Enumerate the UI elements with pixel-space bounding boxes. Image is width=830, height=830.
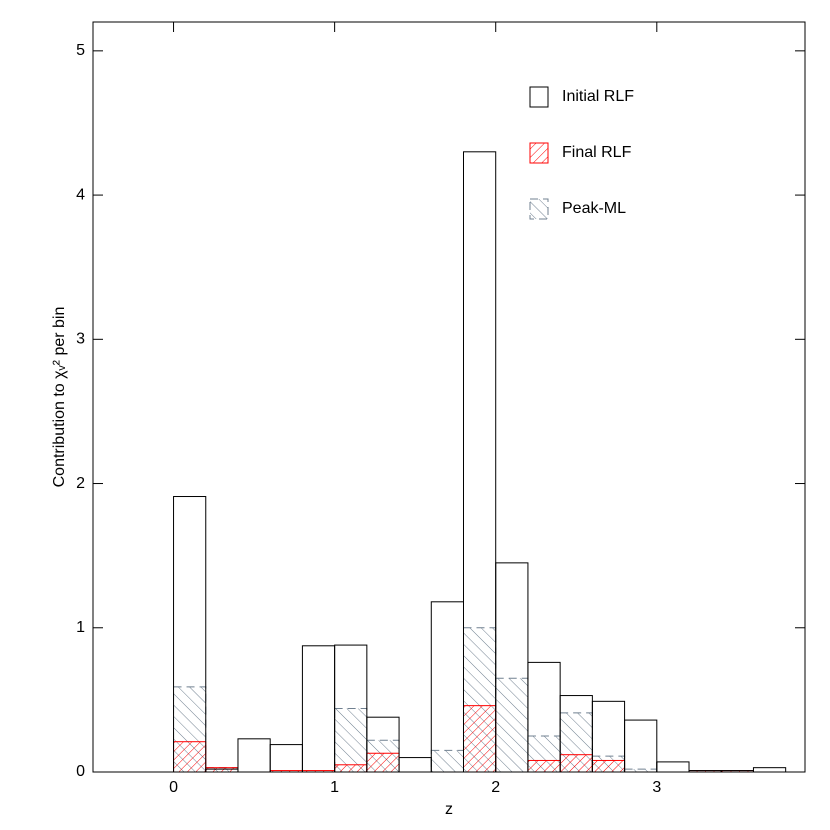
histogram-bar bbox=[334, 708, 368, 773]
legend-swatch bbox=[529, 198, 549, 220]
y-tick-label: 2 bbox=[76, 475, 85, 492]
x-axis-label: z bbox=[445, 801, 453, 818]
plot-frame bbox=[92, 21, 806, 773]
histogram-bar bbox=[205, 767, 239, 773]
legend-swatch bbox=[529, 86, 549, 108]
y-tick-label: 5 bbox=[76, 42, 85, 59]
histogram-bar bbox=[462, 705, 497, 773]
histogram-bar bbox=[366, 752, 400, 773]
histogram-bar bbox=[173, 496, 207, 773]
histogram-bar bbox=[398, 757, 432, 773]
histogram-bar bbox=[462, 151, 497, 773]
histogram-bar bbox=[591, 759, 626, 773]
y-tick-label: 1 bbox=[76, 619, 85, 636]
y-tick-label: 0 bbox=[76, 763, 85, 780]
histogram-bar bbox=[430, 601, 464, 773]
x-tick-label: 3 bbox=[652, 779, 661, 796]
legend-label: Final RLF bbox=[562, 144, 632, 161]
histogram-bar bbox=[527, 759, 561, 773]
histogram-bar bbox=[559, 754, 593, 773]
histogram-bar bbox=[334, 644, 368, 773]
histogram-bar bbox=[173, 741, 207, 773]
histogram-bar bbox=[301, 645, 336, 773]
y-axis-label: Contribution to χᵥ² per bin bbox=[51, 307, 68, 488]
histogram-bar bbox=[269, 744, 303, 773]
legend-swatch bbox=[529, 142, 549, 164]
histogram-bar bbox=[624, 719, 658, 773]
histogram-bar bbox=[366, 716, 400, 773]
y-tick-label: 4 bbox=[76, 186, 85, 203]
legend-label: Initial RLF bbox=[562, 88, 634, 105]
x-tick-label: 2 bbox=[491, 779, 500, 796]
legend-label: Peak-ML bbox=[562, 200, 626, 217]
histogram-bar bbox=[430, 749, 464, 773]
x-tick-label: 0 bbox=[169, 779, 178, 796]
histogram-bar bbox=[752, 767, 787, 773]
histogram-bar bbox=[237, 738, 271, 773]
x-tick-label: 1 bbox=[330, 779, 339, 796]
histogram-bar bbox=[334, 764, 368, 773]
histogram-bar bbox=[656, 761, 690, 773]
histogram-bar bbox=[495, 677, 529, 773]
y-tick-label: 3 bbox=[76, 331, 85, 348]
